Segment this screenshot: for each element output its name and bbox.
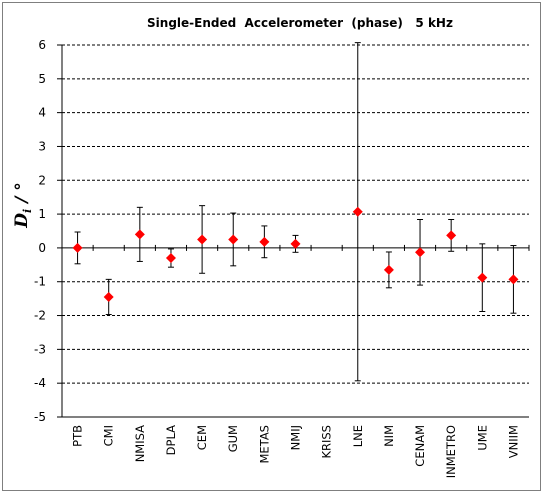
y-tick-label: 0 [38,241,46,255]
x-axis: PTB CMI NMISA DPLA CEM GUM METAS NMIJ KRISS LNE NI… [61,244,530,478]
x-tick-label: UME [475,425,489,451]
data-point [259,236,270,247]
data-point [508,274,519,285]
x-tick-label: METAS [257,425,271,464]
data-series [72,42,519,382]
data-point [352,206,363,217]
grid-lines [62,44,529,384]
x-tick-label: LNE [351,425,365,447]
y-tick-label: 2 [38,173,46,187]
x-tick-label: NMISA [133,425,147,462]
data-point [446,230,457,241]
y-axis-label-main: D [12,213,32,229]
y-tick-label: 5 [38,72,46,86]
y-tick-label: -2 [34,309,46,323]
x-tick-label: NMIJ [289,425,303,450]
chart-title: Single-Ended Accelerometer (phase) 5 kHz [147,16,453,30]
y-axis-label-unit: / ° [12,182,32,209]
y-tick-label: -4 [34,376,46,390]
x-tick-label: NIM [382,425,396,447]
data-point [134,229,145,240]
data-point [165,253,176,264]
data-point [383,264,394,275]
x-tick-label: GUM [226,425,240,452]
x-tick-label: CENAM [413,425,427,467]
y-tick-label: -5 [34,410,46,424]
data-point [477,272,488,283]
y-axis-label: Di / ° [12,182,34,228]
y-axis-label-subscript: i [21,209,34,213]
y-tick-label: 1 [38,207,46,221]
y-tick-label: 4 [38,106,46,120]
x-tick-label: DPLA [164,425,178,455]
y-tick-label: 3 [38,139,46,153]
x-tick-label: VNIIM [506,425,520,458]
data-point [103,291,114,302]
x-tick-label: PTB [71,425,85,447]
x-tick-label: CEM [195,425,209,450]
y-tick-label: 6 [38,38,46,52]
data-point [228,234,239,245]
x-tick-label: KRISS [320,425,334,459]
y-axis: -5 -4 -3 -2 -1 0 1 2 3 4 5 6 [34,38,63,424]
data-point [197,234,208,245]
data-point [415,247,426,258]
x-tick-label: CMI [102,425,116,446]
data-point [290,238,301,249]
x-tick-label: INMETRO [444,425,458,478]
y-tick-label: -3 [34,342,46,356]
y-tick-label: -1 [34,275,46,289]
data-point [72,242,83,253]
